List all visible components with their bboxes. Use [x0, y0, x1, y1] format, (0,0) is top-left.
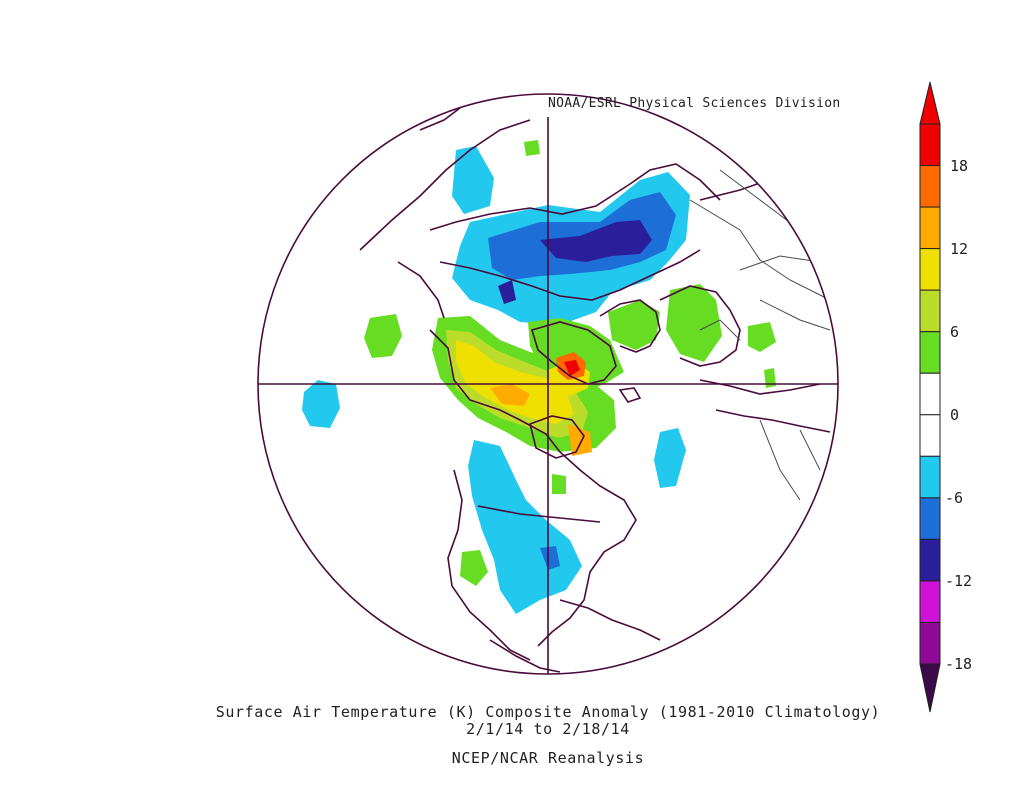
- credit-label: NOAA/ESRL Physical Sciences Division: [548, 96, 841, 111]
- colorbar-tick-label: -12: [945, 571, 973, 590]
- coastlines: [359, 107, 831, 673]
- coast-asia-east: [359, 119, 531, 251]
- coast-china: [419, 107, 461, 131]
- anomaly-atlantic-cyan: [654, 428, 686, 488]
- anomaly-europe-green: [608, 300, 660, 350]
- anomaly-field: [302, 140, 776, 614]
- colorbar-block: [919, 497, 941, 540]
- coast-central-america: [489, 639, 561, 673]
- coast-iceland: [618, 387, 642, 403]
- anomaly-asia-green: [748, 322, 776, 352]
- border-asia-3: [739, 255, 821, 271]
- coast-us-border: [477, 505, 601, 523]
- colorbar: [919, 81, 941, 713]
- coast-mediterranean: [699, 379, 821, 395]
- colorbar-over-arrow: [919, 81, 941, 125]
- anomaly-hot-spot-red: [564, 360, 580, 376]
- anomaly-pacific-green: [364, 314, 402, 358]
- colorbar-tick-label: 6: [950, 322, 960, 341]
- anomaly-hudson-green: [552, 474, 566, 494]
- map-title: Surface Air Temperature (K) Composite An…: [215, 703, 881, 721]
- colorbar-block: [919, 372, 941, 416]
- colorbar-block: [919, 580, 941, 623]
- anomaly-canada-orange: [568, 424, 592, 456]
- colorbar-block: [919, 248, 941, 291]
- country-borders: [689, 169, 831, 501]
- colorbar-block: [919, 331, 941, 374]
- coast-siberia: [429, 163, 721, 231]
- data-source: NCEP/NCAR Reanalysis: [451, 749, 645, 767]
- colorbar-block: [919, 206, 941, 250]
- anomaly-eurasia-darkblue: [540, 220, 652, 262]
- anomaly-alaska-orange: [490, 384, 530, 406]
- colorbar-block: [919, 289, 941, 333]
- coast-scandinavia: [599, 299, 661, 353]
- anomaly-europe-green-2: [666, 284, 722, 362]
- border-africa-2: [799, 429, 821, 471]
- anomaly-pacific-cyan: [302, 380, 340, 428]
- anomaly-arctic-green: [524, 140, 540, 156]
- anomaly-siberia-darkblue: [498, 280, 516, 304]
- coast-europe: [659, 285, 741, 367]
- coast-india: [699, 175, 801, 201]
- border-asia-4: [759, 299, 831, 331]
- border-africa-1: [759, 419, 801, 501]
- colorbar-tick-label: -6: [945, 488, 964, 507]
- anomaly-alaska-yellow: [456, 340, 574, 424]
- colorbar-tick-label: -18: [945, 655, 973, 673]
- colorbar-tick-label: 12: [950, 239, 969, 258]
- colorbar-block: [919, 165, 941, 208]
- anomaly-north-america-blue: [540, 546, 560, 570]
- colorbar-tick-label: 18: [950, 156, 969, 175]
- colorbar-under-arrow: [919, 663, 941, 713]
- anomaly-siberia-cyan: [452, 146, 494, 214]
- coast-hudson-bay: [529, 415, 585, 459]
- anomaly-north-america-cold: [468, 440, 582, 614]
- colorbar-block: [919, 123, 941, 167]
- coast-caribbean: [559, 599, 661, 641]
- coast-arctic-russia: [439, 249, 701, 301]
- border-asia-1: [689, 199, 831, 301]
- colorbar-block: [919, 621, 941, 665]
- coast-us-west: [447, 469, 531, 661]
- border-europe-1: [699, 319, 741, 341]
- anomaly-mexico-green: [460, 550, 488, 586]
- colorbar-blocks: [919, 123, 941, 665]
- colorbar-tick-label: 0: [950, 405, 960, 424]
- coast-alaska: [397, 261, 445, 319]
- coast-canada: [429, 329, 637, 647]
- coast-africa: [715, 409, 831, 433]
- colorbar-block: [919, 538, 941, 582]
- anomaly-north-africa-green: [764, 368, 776, 388]
- colorbar-block: [919, 414, 941, 457]
- colorbar-block: [919, 455, 941, 499]
- date-range: 2/1/14 to 2/18/14: [466, 720, 630, 738]
